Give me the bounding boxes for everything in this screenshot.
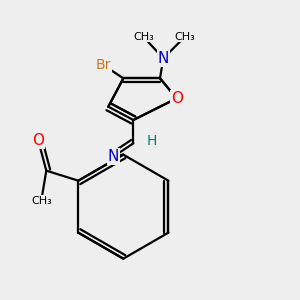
Text: CH₃: CH₃ xyxy=(133,32,154,42)
Text: H: H xyxy=(146,134,157,148)
Text: CH₃: CH₃ xyxy=(175,32,195,42)
Text: Br: Br xyxy=(96,58,111,72)
Text: CH₃: CH₃ xyxy=(31,196,52,206)
Text: N: N xyxy=(158,51,169,66)
Text: O: O xyxy=(171,91,183,106)
Text: N: N xyxy=(108,149,119,164)
Text: O: O xyxy=(32,133,44,148)
